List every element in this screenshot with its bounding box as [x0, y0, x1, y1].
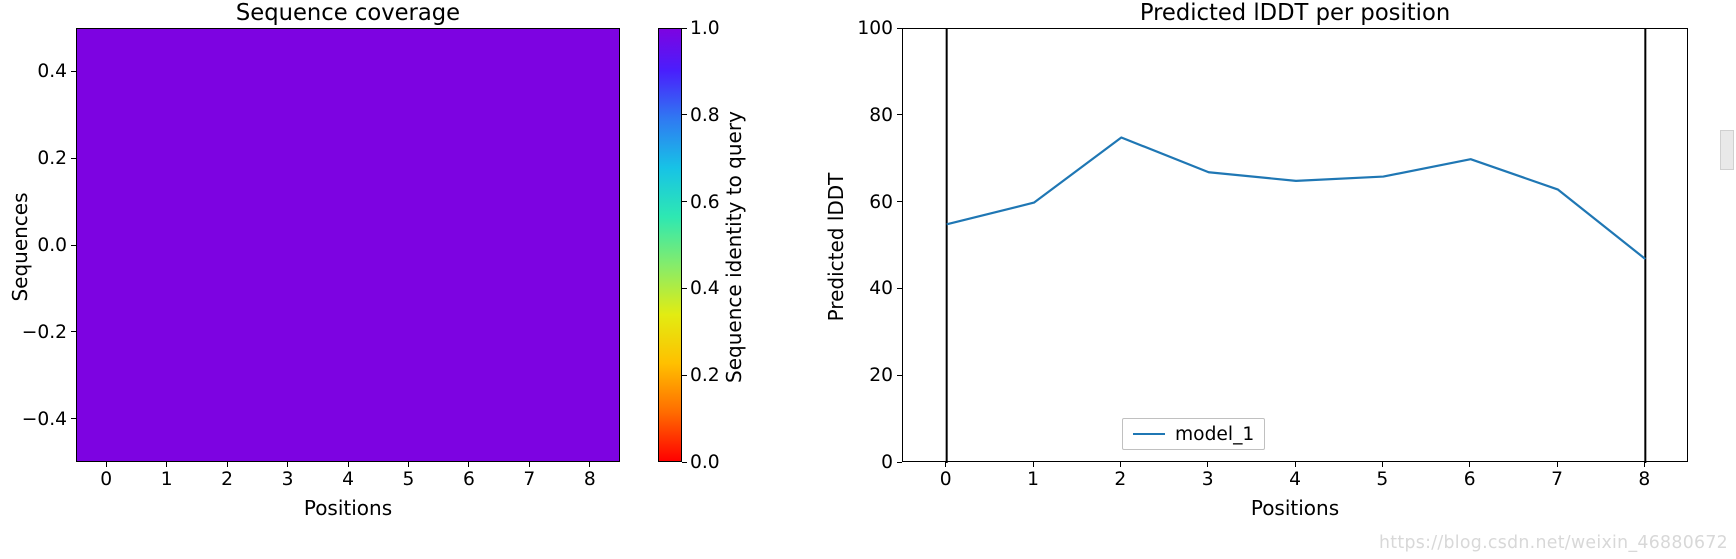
xtick-label: 4	[328, 469, 368, 490]
xtick-mark	[468, 462, 469, 467]
xtick-label: 4	[1275, 469, 1315, 490]
xtick-mark	[1033, 462, 1034, 467]
sequence-coverage-axes	[76, 28, 620, 462]
colorbar-tick-label: 1.0	[690, 18, 730, 39]
ytick-mark	[71, 71, 76, 72]
ytick-label: 20	[847, 365, 893, 386]
ytick-label: 0	[847, 452, 893, 473]
xtick-label: 3	[1188, 469, 1228, 490]
scrollbar-stub[interactable]	[1720, 130, 1734, 170]
xtick-label: 2	[207, 469, 247, 490]
xtick-label: 0	[926, 469, 966, 490]
ytick-mark	[897, 114, 902, 115]
ytick-label: 100	[847, 18, 893, 39]
plddt-xlabel: Positions	[902, 496, 1688, 520]
colorbar-tick-label: 0.2	[690, 365, 730, 386]
xtick-mark	[1207, 462, 1208, 467]
xtick-label: 7	[1537, 469, 1577, 490]
ytick-label: −0.4	[19, 409, 67, 430]
colorbar-tick-mark	[682, 28, 687, 29]
plddt-axes	[902, 28, 1688, 462]
plddt-legend: model_1	[1122, 418, 1265, 450]
figure-root: Sequence coverage Positions Sequences 01…	[0, 0, 1736, 559]
colorbar-tick-mark	[682, 288, 687, 289]
colorbar-tick-mark	[682, 375, 687, 376]
xtick-label: 1	[1013, 469, 1053, 490]
xtick-label: 8	[1624, 469, 1664, 490]
xtick-label: 6	[1450, 469, 1490, 490]
sequence-coverage-xlabel: Positions	[76, 496, 620, 520]
plddt-title: Predicted lDDT per position	[902, 0, 1688, 26]
colorbar-label: Sequence identity to query	[722, 30, 746, 464]
ytick-mark	[897, 28, 902, 29]
xtick-label: 8	[570, 469, 610, 490]
xtick-mark	[1295, 462, 1296, 467]
ytick-label: −0.2	[19, 322, 67, 343]
xtick-mark	[1644, 462, 1645, 467]
xtick-label: 3	[268, 469, 308, 490]
plddt-ylabel: Predicted lDDT	[824, 30, 848, 464]
xtick-mark	[1382, 462, 1383, 467]
xtick-label: 0	[86, 469, 126, 490]
xtick-label: 5	[1362, 469, 1402, 490]
ytick-mark	[897, 375, 902, 376]
xtick-label: 1	[147, 469, 187, 490]
colorbar-tick-mark	[682, 114, 687, 115]
ytick-mark	[897, 288, 902, 289]
xtick-mark	[287, 462, 288, 467]
legend-label: model_1	[1175, 424, 1254, 445]
ytick-label: 80	[847, 105, 893, 126]
watermark: https://blog.csdn.net/weixin_46880672	[1379, 533, 1728, 553]
ytick-mark	[71, 158, 76, 159]
xtick-mark	[529, 462, 530, 467]
ytick-label: 40	[847, 278, 893, 299]
xtick-mark	[1557, 462, 1558, 467]
xtick-mark	[945, 462, 946, 467]
xtick-mark	[408, 462, 409, 467]
xtick-label: 5	[388, 469, 428, 490]
colorbar	[658, 28, 682, 462]
colorbar-tick-label: 0.0	[690, 452, 730, 473]
ytick-mark	[897, 201, 902, 202]
xtick-mark	[166, 462, 167, 467]
ytick-mark	[897, 462, 902, 463]
colorbar-tick-label: 0.8	[690, 105, 730, 126]
ytick-label: 60	[847, 192, 893, 213]
colorbar-tick-label: 0.6	[690, 192, 730, 213]
ytick-label: 0.2	[19, 148, 67, 169]
xtick-mark	[1120, 462, 1121, 467]
xtick-label: 2	[1100, 469, 1140, 490]
xtick-label: 6	[449, 469, 489, 490]
ytick-mark	[71, 331, 76, 332]
colorbar-tick-mark	[682, 201, 687, 202]
ytick-mark	[71, 418, 76, 419]
series-line	[947, 138, 1646, 260]
legend-line-icon	[1133, 433, 1165, 435]
ytick-mark	[71, 245, 76, 246]
colorbar-tick-mark	[682, 462, 687, 463]
xtick-mark	[1469, 462, 1470, 467]
xtick-mark	[589, 462, 590, 467]
xtick-mark	[106, 462, 107, 467]
xtick-mark	[227, 462, 228, 467]
sequence-coverage-title: Sequence coverage	[76, 0, 620, 26]
ytick-label: 0.0	[19, 235, 67, 256]
ytick-label: 0.4	[19, 61, 67, 82]
xtick-label: 7	[509, 469, 549, 490]
plddt-plot-svg	[903, 29, 1689, 463]
colorbar-tick-label: 0.4	[690, 278, 730, 299]
xtick-mark	[348, 462, 349, 467]
